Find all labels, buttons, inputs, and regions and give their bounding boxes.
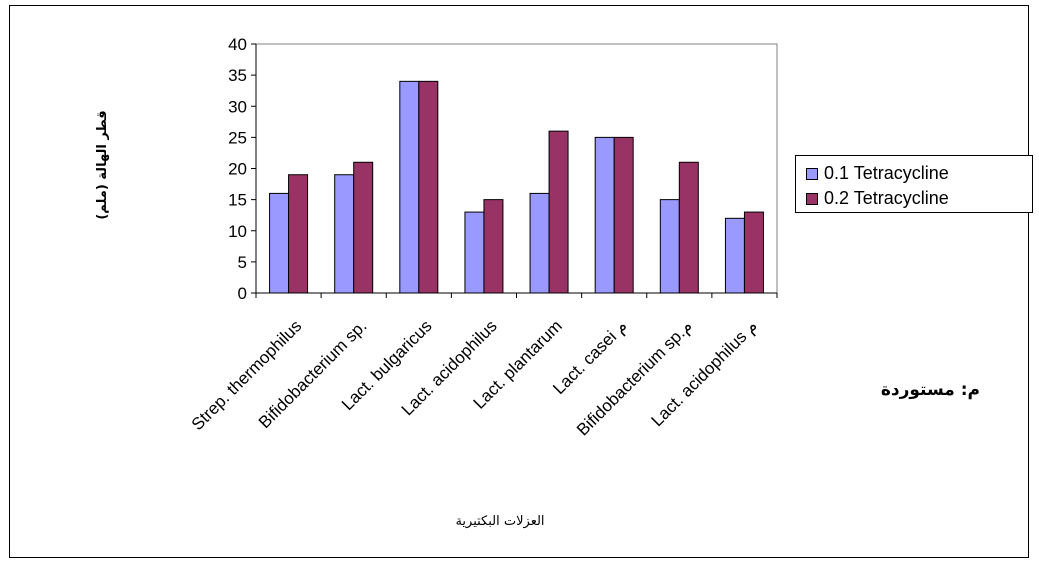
bar-series2-7 (678, 161, 699, 294)
y-tick-label: 15 (228, 191, 247, 210)
bar-series1-5 (529, 192, 550, 294)
bar-series2-3 (418, 80, 439, 294)
x-tick-label-1: Strep. thermophilus (188, 316, 306, 434)
bar-series2-5 (548, 130, 569, 294)
y-tick-label: 0 (238, 284, 247, 303)
x-axis-label: العزلات البكتيرية (455, 514, 544, 529)
y-tick-label: 30 (228, 97, 247, 116)
axes-group (251, 43, 778, 298)
plot-area (255, 43, 778, 294)
imported-note: م: مستوردة (880, 380, 980, 400)
y-tick-label: 25 (228, 128, 247, 147)
y-tick-label: 10 (228, 222, 247, 241)
x-tick-label-2: Bifidobacterium sp. (255, 316, 371, 432)
bar-series1-4 (464, 211, 485, 294)
x-tick-label-7: Bifidobacterium sp.م (573, 316, 697, 440)
bar-series1-3 (399, 80, 420, 294)
y-tick-label: 35 (228, 66, 247, 85)
bar-series1-2 (334, 174, 355, 294)
legend-item-series2: 0.2 Tetracycline (806, 188, 949, 209)
bar-series2-1 (288, 174, 309, 294)
y-tick-label: 40 (228, 35, 247, 54)
bar-series2-2 (353, 161, 374, 294)
legend-item-series1: 0.1 Tetracycline (806, 163, 949, 184)
legend-label-series1: 0.1 Tetracycline (824, 163, 949, 183)
legend: 0.1 Tetracycline 0.2 Tetracycline (795, 155, 1033, 213)
bar-series1-7 (659, 199, 680, 294)
bar-series1-6 (594, 136, 615, 294)
bar-series2-6 (613, 136, 634, 294)
y-tick-labels: 0 5 10 15 20 25 30 35 40 (228, 35, 247, 303)
bar-series1-8 (724, 217, 745, 294)
y-tick-label: 20 (228, 160, 247, 179)
y-tick-label: 5 (238, 253, 247, 272)
bar-series2-8 (743, 211, 764, 294)
legend-swatch-series2 (806, 192, 818, 205)
bar-series1-1 (269, 192, 290, 294)
y-axis-label: قطر الهالة (ملم) (95, 110, 110, 219)
plot-background (255, 43, 778, 294)
legend-swatch-series1 (806, 167, 818, 180)
bar-series2-4 (483, 199, 504, 294)
legend-label-series2: 0.2 Tetracycline (824, 188, 949, 208)
bars-group (269, 80, 764, 294)
